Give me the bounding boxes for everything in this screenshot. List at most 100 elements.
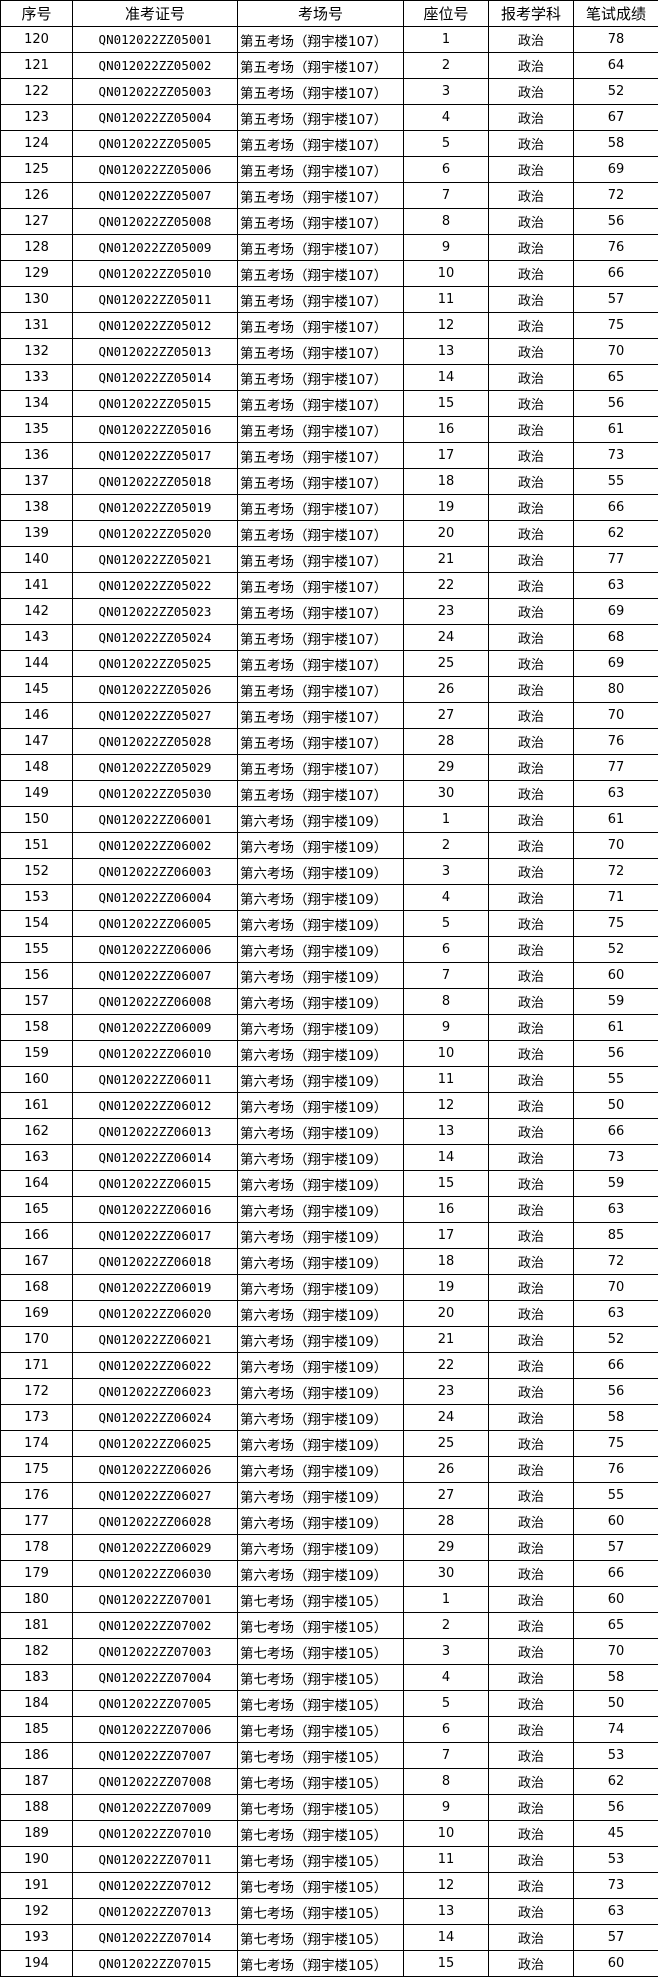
cell-ticket-number: QN012022ZZ05016 [72,416,238,443]
cell-exam-room: 第六考场（翔宇楼109） [237,1144,404,1171]
cell-exam-room: 第六考场（翔宇楼109） [237,1482,404,1509]
table-row: 157 QN012022ZZ06008 第六考场（翔宇楼109） 8 政治 59 [0,988,658,1015]
cell-index: 173 [0,1404,73,1431]
cell-score: 58 [573,130,658,157]
cell-score: 67 [573,104,658,131]
cell-seat-number: 23 [403,1378,489,1405]
cell-index: 167 [0,1248,73,1275]
cell-index: 183 [0,1664,73,1691]
cell-exam-room: 第六考场（翔宇楼109） [237,1404,404,1431]
table-row: 128 QN012022ZZ05009 第五考场（翔宇楼107） 9 政治 76 [0,234,658,261]
cell-subject: 政治 [488,1612,574,1639]
cell-ticket-number: QN012022ZZ06023 [72,1378,238,1405]
cell-index: 120 [0,26,73,53]
cell-ticket-number: QN012022ZZ05029 [72,754,238,781]
table-row: 143 QN012022ZZ05024 第五考场（翔宇楼107） 24 政治 68 [0,624,658,651]
table-row: 156 QN012022ZZ06007 第六考场（翔宇楼109） 7 政治 60 [0,962,658,989]
cell-score: 58 [573,1664,658,1691]
cell-index: 151 [0,832,73,859]
cell-seat-number: 12 [403,1092,489,1119]
cell-seat-number: 4 [403,1664,489,1691]
cell-ticket-number: QN012022ZZ06027 [72,1482,238,1509]
table-row: 179 QN012022ZZ06030 第六考场（翔宇楼109） 30 政治 66 [0,1560,658,1587]
cell-ticket-number: QN012022ZZ05006 [72,156,238,183]
cell-score: 70 [573,1274,658,1301]
cell-score: 56 [573,1040,658,1067]
cell-exam-room: 第七考场（翔宇楼105） [237,1794,404,1821]
cell-seat-number: 15 [403,1170,489,1197]
cell-ticket-number: QN012022ZZ06016 [72,1196,238,1223]
cell-subject: 政治 [488,78,574,105]
cell-index: 140 [0,546,73,573]
table-row: 172 QN012022ZZ06023 第六考场（翔宇楼109） 23 政治 56 [0,1378,658,1405]
cell-ticket-number: QN012022ZZ07007 [72,1742,238,1769]
header-score: 笔试成绩 [573,0,658,27]
cell-index: 136 [0,442,73,469]
cell-ticket-number: QN012022ZZ05028 [72,728,238,755]
cell-seat-number: 12 [403,312,489,339]
cell-seat-number: 9 [403,1794,489,1821]
cell-ticket-number: QN012022ZZ05011 [72,286,238,313]
cell-seat-number: 22 [403,572,489,599]
table-row: 130 QN012022ZZ05011 第五考场（翔宇楼107） 11 政治 57 [0,286,658,313]
cell-exam-room: 第六考场（翔宇楼109） [237,1014,404,1041]
cell-ticket-number: QN012022ZZ05020 [72,520,238,547]
cell-subject: 政治 [488,1924,574,1951]
cell-score: 70 [573,338,658,365]
cell-index: 194 [0,1950,73,1977]
cell-seat-number: 18 [403,1248,489,1275]
cell-ticket-number: QN012022ZZ07004 [72,1664,238,1691]
cell-subject: 政治 [488,1300,574,1327]
cell-ticket-number: QN012022ZZ05004 [72,104,238,131]
cell-seat-number: 6 [403,1716,489,1743]
cell-score: 57 [573,1534,658,1561]
cell-seat-number: 15 [403,1950,489,1977]
table-row: 124 QN012022ZZ05005 第五考场（翔宇楼107） 5 政治 58 [0,130,658,157]
cell-subject: 政治 [488,1872,574,1899]
cell-exam-room: 第六考场（翔宇楼109） [237,858,404,885]
header-ticket-number: 准考证号 [72,0,238,27]
cell-subject: 政治 [488,1066,574,1093]
cell-index: 189 [0,1820,73,1847]
cell-subject: 政治 [488,962,574,989]
cell-exam-room: 第五考场（翔宇楼107） [237,702,404,729]
cell-index: 169 [0,1300,73,1327]
cell-subject: 政治 [488,104,574,131]
cell-exam-room: 第五考场（翔宇楼107） [237,728,404,755]
cell-exam-room: 第五考场（翔宇楼107） [237,156,404,183]
cell-exam-room: 第七考场（翔宇楼105） [237,1586,404,1613]
cell-exam-room: 第六考场（翔宇楼109） [237,1430,404,1457]
cell-score: 66 [573,1560,658,1587]
cell-ticket-number: QN012022ZZ05012 [72,312,238,339]
cell-exam-room: 第六考场（翔宇楼109） [237,1300,404,1327]
cell-score: 63 [573,780,658,807]
cell-exam-room: 第六考场（翔宇楼109） [237,962,404,989]
cell-seat-number: 21 [403,546,489,573]
cell-ticket-number: QN012022ZZ07010 [72,1820,238,1847]
cell-ticket-number: QN012022ZZ06011 [72,1066,238,1093]
cell-seat-number: 12 [403,1872,489,1899]
cell-seat-number: 4 [403,884,489,911]
cell-index: 185 [0,1716,73,1743]
cell-score: 60 [573,1586,658,1613]
table-row: 140 QN012022ZZ05021 第五考场（翔宇楼107） 21 政治 77 [0,546,658,573]
cell-score: 66 [573,1352,658,1379]
table-row: 192 QN012022ZZ07013 第七考场（翔宇楼105） 13 政治 63 [0,1898,658,1925]
cell-ticket-number: QN012022ZZ06002 [72,832,238,859]
cell-seat-number: 8 [403,1768,489,1795]
cell-subject: 政治 [488,1690,574,1717]
cell-exam-room: 第五考场（翔宇楼107） [237,286,404,313]
table-row: 171 QN012022ZZ06022 第六考场（翔宇楼109） 22 政治 66 [0,1352,658,1379]
table-row: 148 QN012022ZZ05029 第五考场（翔宇楼107） 29 政治 77 [0,754,658,781]
table-row: 134 QN012022ZZ05015 第五考场（翔宇楼107） 15 政治 56 [0,390,658,417]
table-row: 144 QN012022ZZ05025 第五考场（翔宇楼107） 25 政治 69 [0,650,658,677]
cell-exam-room: 第六考场（翔宇楼109） [237,1456,404,1483]
cell-ticket-number: QN012022ZZ07006 [72,1716,238,1743]
table-row: 136 QN012022ZZ05017 第五考场（翔宇楼107） 17 政治 73 [0,442,658,469]
cell-subject: 政治 [488,1768,574,1795]
cell-exam-room: 第六考场（翔宇楼109） [237,1066,404,1093]
table-row: 132 QN012022ZZ05013 第五考场（翔宇楼107） 13 政治 70 [0,338,658,365]
cell-index: 179 [0,1560,73,1587]
cell-seat-number: 16 [403,1196,489,1223]
cell-subject: 政治 [488,1170,574,1197]
